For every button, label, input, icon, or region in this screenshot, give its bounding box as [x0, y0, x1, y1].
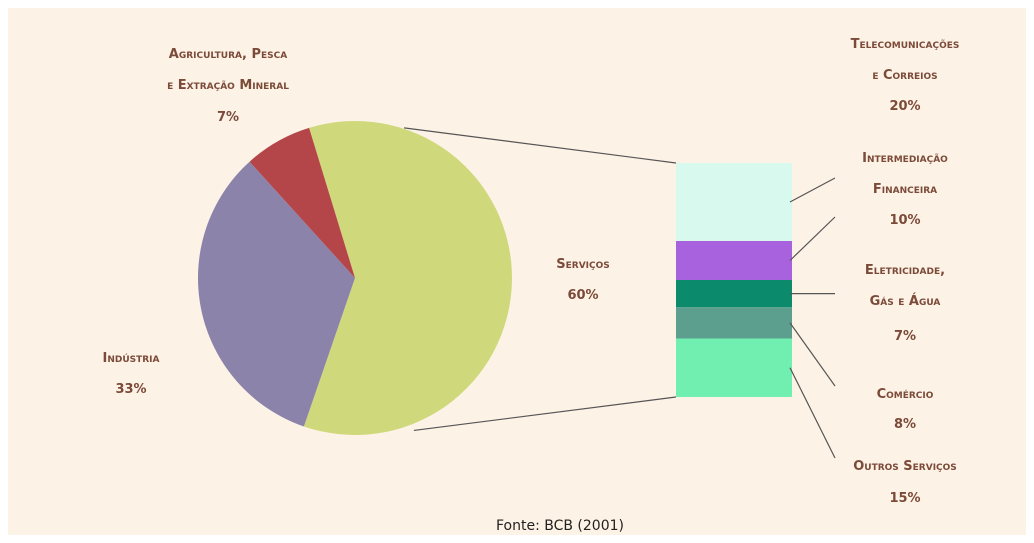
breakdown-segment: [676, 338, 792, 397]
pie-slice: [249, 127, 355, 278]
slice-label: Serviços: [556, 257, 610, 272]
breakdown-label: Telecomunicações e Correios: [851, 37, 960, 83]
leader-line: [789, 322, 836, 387]
breakdown-label: Outros Serviços: [853, 459, 957, 474]
leader-line: [789, 177, 836, 203]
breakdown-value-label: 10%: [889, 213, 920, 228]
connector: [413, 396, 677, 432]
leader-line: [789, 367, 836, 459]
breakdown-value-label: 8%: [894, 417, 916, 432]
slice-label: Agricultura, Pesca e Extração Mineral: [167, 47, 289, 93]
breakdown-segment: [676, 280, 792, 308]
breakdown-value-label: 20%: [889, 99, 920, 114]
leader-line: [789, 216, 836, 261]
slice-value-label: 33%: [115, 382, 146, 397]
connector: [404, 127, 677, 164]
breakdown-segment: [676, 307, 792, 339]
slice-value-label: 60%: [567, 288, 598, 303]
breakdown-label: Eletricidade, Gás e Água: [865, 263, 945, 309]
breakdown-label: Intermediação Financeira: [862, 151, 948, 197]
breakdown-label: Comércio: [877, 387, 934, 402]
breakdown-segment: [676, 163, 792, 241]
slice-value-label: 7%: [217, 110, 239, 125]
breakdown-value-label: 15%: [889, 491, 920, 506]
slice-label: Indústria: [102, 351, 159, 366]
breakdown-value-label: 7%: [894, 329, 916, 344]
source: Fonte: BCB (2001): [496, 518, 624, 534]
pie-slice: [198, 161, 355, 427]
breakdown-segment: [676, 241, 792, 280]
background: [8, 8, 1026, 535]
pie-slice: [303, 121, 512, 436]
